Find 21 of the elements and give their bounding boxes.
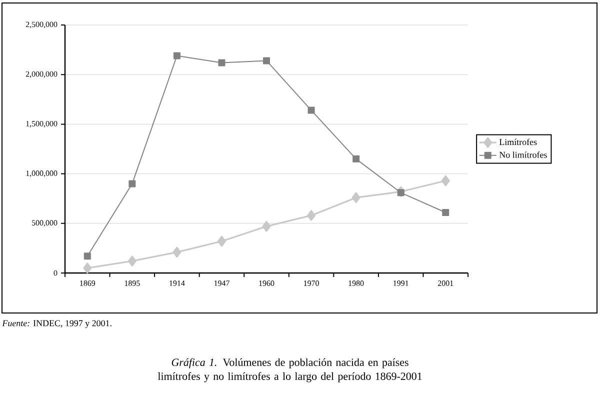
point (352, 192, 360, 204)
point (308, 106, 315, 114)
legend-label: Limítrofes (499, 138, 537, 146)
point (352, 155, 360, 162)
point (84, 252, 91, 260)
point (263, 57, 270, 64)
point (172, 246, 182, 258)
point (397, 189, 404, 196)
point (83, 262, 92, 274)
point (128, 256, 136, 266)
point (441, 175, 450, 186)
point (307, 210, 316, 221)
text: Fuente: INDEC, 1997 y 2001. (2, 320, 112, 328)
point (173, 52, 180, 60)
point (262, 220, 271, 232)
text: Gráfica 1. Volúmenes de población nacida en países limítrofes y no limítrofes a lo largo del período 1869-2001 (158, 358, 422, 382)
point (218, 59, 226, 66)
point (442, 208, 450, 216)
point (217, 236, 226, 247)
legend-label: No limítrofes (499, 151, 547, 158)
point (128, 180, 136, 188)
